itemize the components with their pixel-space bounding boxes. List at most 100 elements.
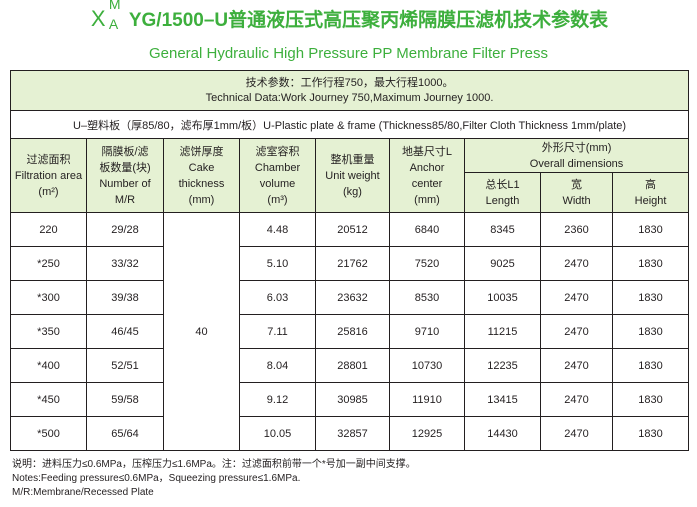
- header-label: 隔膜板/滤: [101, 145, 149, 158]
- header-label: 滤室容积: [255, 145, 300, 158]
- header-label: center: [411, 177, 443, 190]
- header-label: 过滤面积: [26, 153, 71, 166]
- footnotes: 说明：进料压力≤0.6MPa，压榨压力≤1.6MPa。注：过滤面积前带一个*号加…: [12, 458, 416, 500]
- header-label: 板数量(块): [99, 161, 151, 174]
- cell-anchor: 8530: [389, 280, 465, 315]
- cell-plates: 59/58: [86, 382, 164, 417]
- header-label: 外形尺寸(mm): [541, 141, 612, 154]
- cell-length: 12235: [464, 348, 541, 383]
- cell-height: 1830: [611, 416, 690, 451]
- cell-weight: 30985: [315, 382, 390, 417]
- cell-anchor: 10730: [389, 348, 465, 383]
- cell-chamber: 5.10: [239, 246, 316, 281]
- page-title: X M A YG/1500–U普通液压式高压聚丙烯隔膜压滤机技术参数表: [0, 0, 697, 32]
- note-zh: 说明：进料压力≤0.6MPa，压榨压力≤1.6MPa。注：过滤面积前带一个*号加…: [12, 459, 416, 470]
- header-label: 高: [645, 178, 657, 191]
- note-mr: M/R:Membrane/Recessed Plate: [12, 487, 154, 498]
- cell-width: 2470: [540, 348, 613, 383]
- plate-info: U–塑料板（厚85/80，滤布厚1mm/板）U-Plastic plate & …: [9, 110, 690, 139]
- cell-area: *350: [10, 314, 87, 349]
- cell-weight: 21762: [315, 246, 390, 281]
- cell-anchor: 9710: [389, 314, 465, 349]
- header-label: Filtration area: [14, 169, 83, 182]
- cell-plates: 52/51: [86, 348, 164, 383]
- cell-area: *400: [10, 348, 87, 383]
- header-label: Width: [562, 194, 591, 207]
- header-label: Height: [634, 194, 667, 207]
- header-chamber-volume: 滤室容积 Chamber volume (m³): [239, 138, 316, 213]
- title-prefix: X M A: [89, 0, 129, 32]
- cell-width: 2360: [540, 212, 613, 247]
- table-row: 220 29/28 40 4.48 20512 6840 8345 2360 1…: [10, 212, 690, 451]
- cell-height: 1830: [611, 246, 690, 281]
- table-row: *300 39/38 6.03 23632 8530 10035 2470 18…: [10, 280, 690, 315]
- cell-length: 14430: [464, 416, 541, 451]
- header-filtration-area: 过滤面积 Filtration area (m²): [10, 138, 87, 213]
- technical-data-en: Technical Data:Work Journey 750,Maximum …: [205, 91, 494, 104]
- cell-area: *250: [10, 246, 87, 281]
- header-label: 滤饼厚度: [179, 145, 224, 158]
- header-anchor-center: 地基尺寸L Anchor center (mm): [389, 138, 465, 213]
- header-label: thickness: [178, 177, 225, 190]
- table-row: *250 33/32 5.10 21762 7520 9025 2470 183…: [10, 246, 690, 281]
- page-subtitle: General Hydraulic High Pressure PP Membr…: [148, 45, 549, 62]
- cell-width: 2470: [540, 314, 613, 349]
- header-label: Overall dimensions: [529, 157, 624, 170]
- technical-data-zh: 技术参数：工作行程750，最大行程1000。: [245, 76, 454, 89]
- cell-chamber: 6.03: [239, 280, 316, 315]
- cell-width: 2470: [540, 246, 613, 281]
- cell-chamber: 4.48: [239, 212, 316, 247]
- table-row: *350 46/45 7.11 25816 9710 11215 2470 18…: [10, 314, 690, 349]
- cell-weight: 25816: [315, 314, 390, 349]
- cell-area: 220: [10, 212, 87, 247]
- title-main: YG/1500–U普通液压式高压聚丙烯隔膜压滤机技术参数表: [128, 10, 609, 31]
- cell-chamber: 10.05: [239, 416, 316, 451]
- title-prefix-m: M: [108, 0, 121, 12]
- cell-height: 1830: [611, 212, 690, 247]
- cell-anchor: 7520: [389, 246, 465, 281]
- header-label: volume: [259, 177, 296, 190]
- title-prefix-a: A: [108, 16, 119, 32]
- header-label: M/R: [114, 193, 136, 206]
- cell-weight: 20512: [315, 212, 390, 247]
- cell-length: 9025: [464, 246, 541, 281]
- header-unit-weight: 整机重量 Unit weight (kg): [315, 138, 390, 213]
- cell-anchor: 6840: [389, 212, 465, 247]
- table-row: *400 52/51 8.04 28801 10730 12235 2470 1…: [10, 348, 690, 383]
- header-plates: 隔膜板/滤 板数量(块) Number of M/R: [86, 138, 164, 213]
- cell-weight: 28801: [315, 348, 390, 383]
- header-label: 总长L1: [485, 178, 520, 191]
- cell-chamber: 9.12: [239, 382, 316, 417]
- cell-height: 1830: [611, 382, 690, 417]
- cell-plates: 39/38: [86, 280, 164, 315]
- header-label: Cake: [188, 161, 215, 174]
- table-row: *450 59/58 9.12 30985 11910 13415 2470 1…: [10, 382, 690, 417]
- cell-anchor: 12925: [389, 416, 465, 451]
- header-unit: (kg): [343, 185, 362, 198]
- header-label: Anchor: [409, 161, 445, 174]
- cell-width: 2470: [540, 416, 613, 451]
- header-label: 整机重量: [330, 153, 375, 166]
- cell-chamber: 8.04: [239, 348, 316, 383]
- cell-plates: 29/28: [86, 212, 164, 247]
- cell-cake-thickness: 40: [163, 212, 240, 451]
- header-label: 宽: [571, 178, 582, 191]
- cell-height: 1830: [611, 314, 690, 349]
- header-length: 总长L1 Length: [464, 172, 541, 213]
- title-prefix-x: X: [90, 6, 106, 31]
- table-row: *500 65/64 10.05 32857 12925 14430 2470 …: [10, 416, 690, 451]
- header-unit: (m²): [38, 185, 59, 198]
- cell-width: 2470: [540, 280, 613, 315]
- cell-weight: 32857: [315, 416, 390, 451]
- header-label: Number of: [99, 177, 151, 190]
- cell-height: 1830: [611, 348, 690, 383]
- cell-anchor: 11910: [389, 382, 465, 417]
- cell-plates: 46/45: [86, 314, 164, 349]
- cell-area: *450: [10, 382, 87, 417]
- header-label: Unit weight: [325, 169, 380, 182]
- spec-table: 技术参数：工作行程750，最大行程1000。 Technical Data:Wo…: [9, 70, 690, 451]
- cell-area: *500: [10, 416, 87, 451]
- header-label: Chamber: [254, 161, 301, 174]
- cell-weight: 23632: [315, 280, 390, 315]
- cell-plates: 33/32: [86, 246, 164, 281]
